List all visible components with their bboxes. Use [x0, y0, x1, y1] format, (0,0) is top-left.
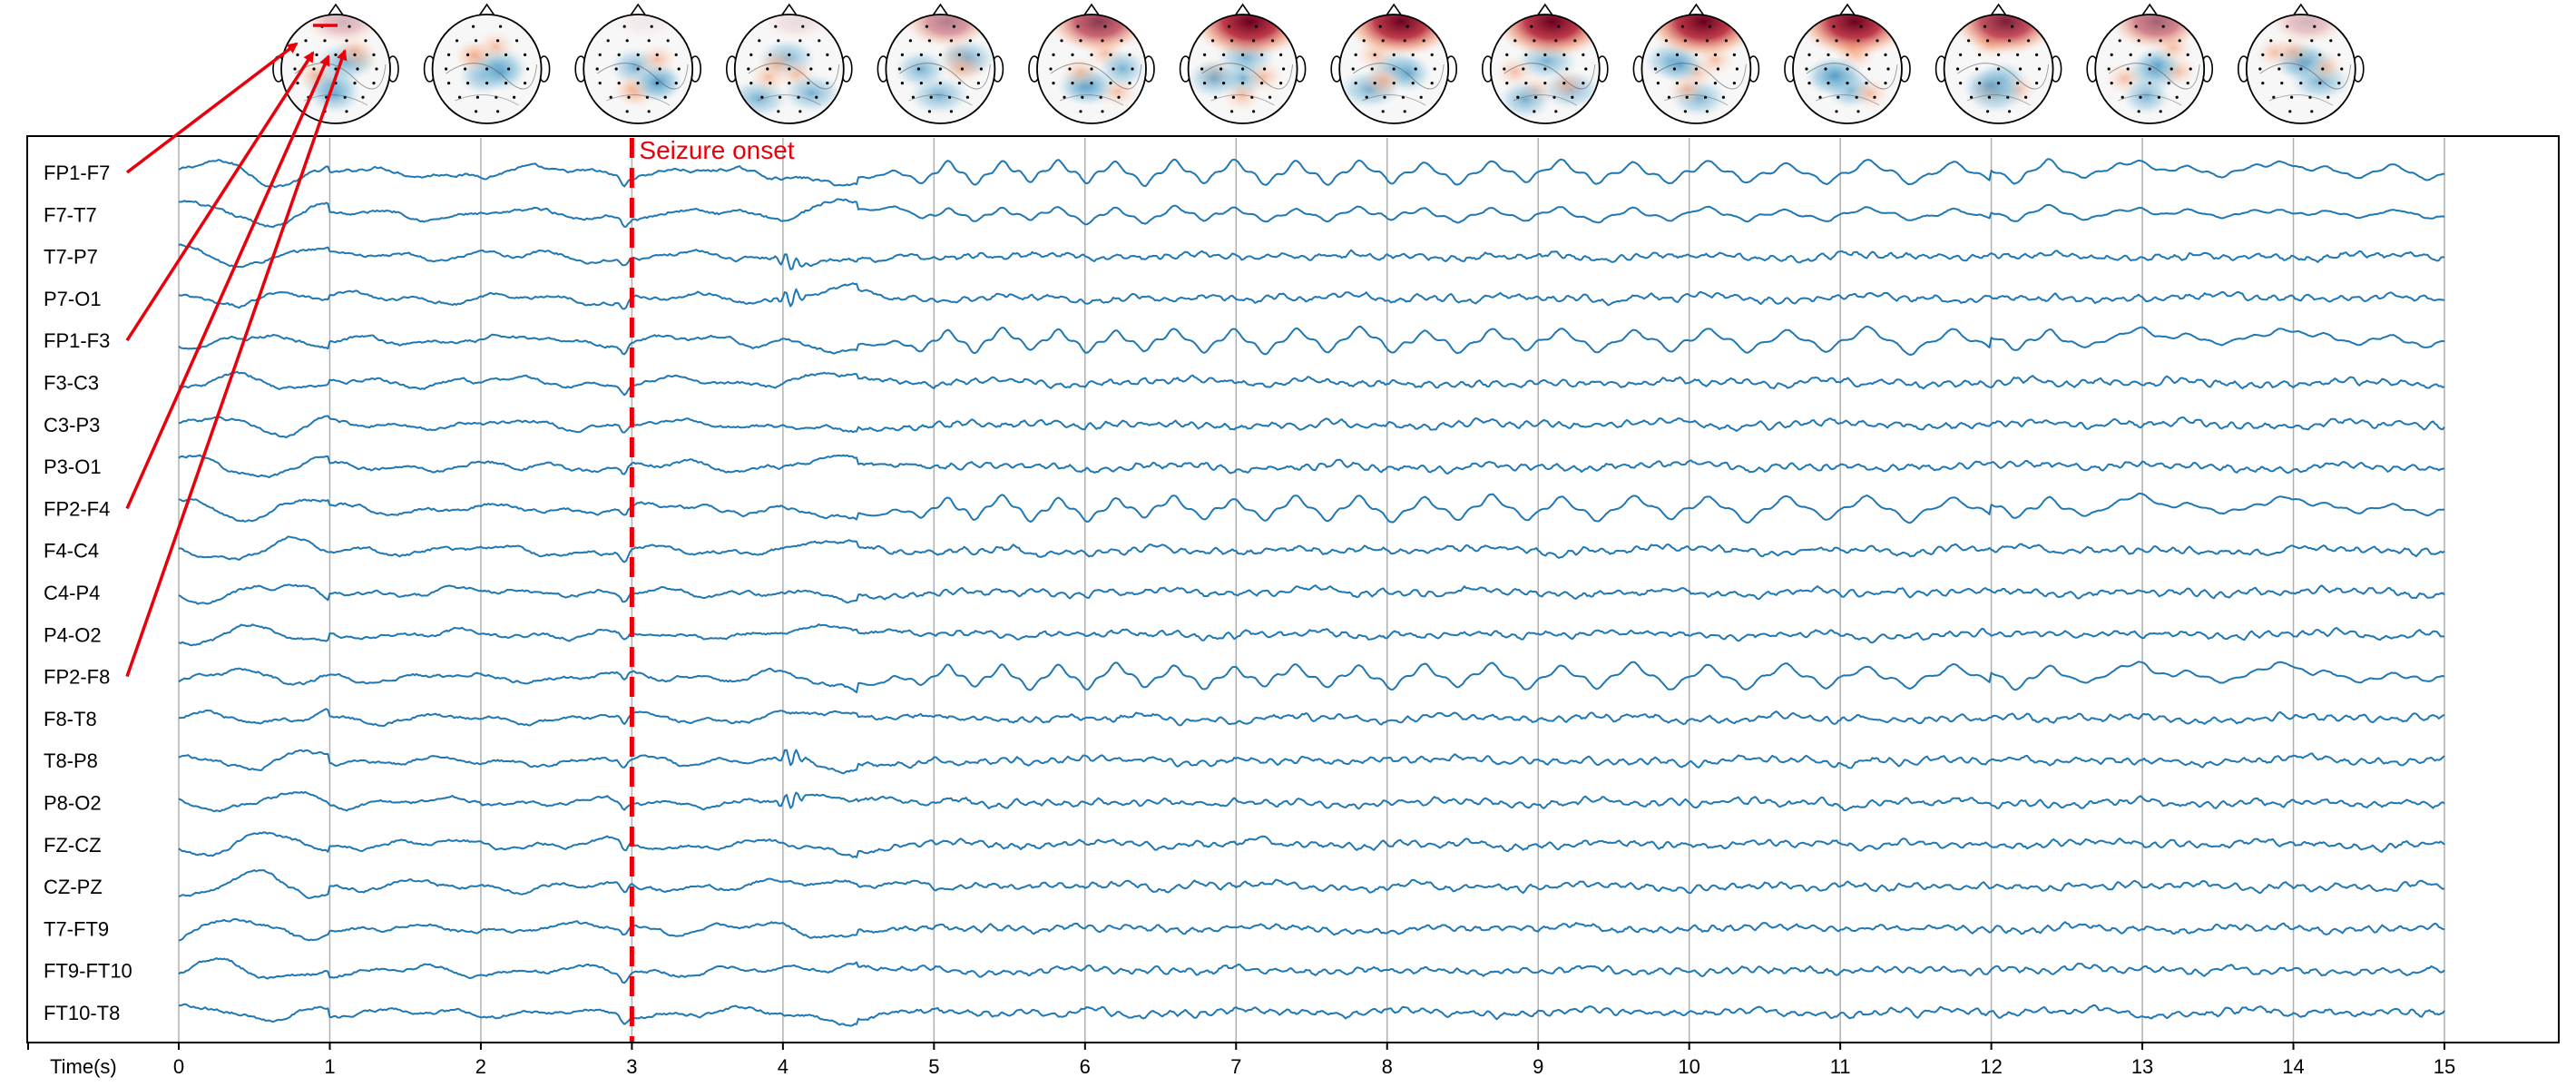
eeg-trace-ft9-ft10	[178, 957, 2445, 984]
x-tick-label: 9	[1533, 1055, 1543, 1078]
x-tick-label: 0	[173, 1055, 184, 1078]
x-tick-label: 13	[2131, 1055, 2153, 1078]
channel-label: F4-C4	[44, 540, 99, 563]
eeg-trace-f8-t8	[178, 708, 2445, 728]
seizure-onset-marker: Seizure onset	[629, 136, 795, 1042]
eeg-trace-p8-o2	[178, 790, 2445, 813]
highlight-arrow	[125, 42, 299, 174]
eeg-trace-f7-t7	[178, 198, 2445, 229]
x-tick-label: 11	[1830, 1055, 1851, 1078]
topomap-arrows	[125, 24, 348, 678]
x-tick-label: 6	[1080, 1055, 1091, 1078]
channel-label: FP1-F3	[44, 329, 110, 352]
highlight-arrow	[125, 49, 348, 678]
channel-label: FP2-F8	[44, 666, 110, 689]
highlight-arrow	[125, 54, 330, 510]
eeg-trace-f3-c3	[179, 370, 2445, 397]
eeg-trace-f4-c4	[178, 535, 2445, 563]
channel-label: P7-O1	[44, 288, 102, 310]
eeg-trace-fp1-f7	[178, 158, 2445, 189]
x-tick-label: 15	[2434, 1055, 2455, 1078]
eeg-trace-fp1-f3	[178, 325, 2445, 356]
channel-label: F7-T7	[44, 203, 97, 226]
channel-label: FP2-F4	[44, 497, 110, 520]
topomap	[877, 3, 1004, 124]
topomap	[2086, 3, 2213, 124]
eeg-trace-t7-p7	[178, 243, 2445, 270]
channel-label: T8-P8	[44, 749, 98, 772]
eeg-trace-p3-o1	[178, 454, 2445, 479]
eeg-trace-t7-ft9	[178, 918, 2445, 942]
x-tick-label: 10	[1678, 1055, 1699, 1078]
topomap	[1934, 3, 2062, 124]
channel-label: FT10-T8	[44, 1002, 120, 1024]
channel-label: FT9-FT10	[44, 960, 132, 983]
topomap	[423, 3, 551, 124]
eeg-traces	[178, 158, 2445, 1027]
topomap	[272, 3, 399, 124]
channel-label: P4-O2	[44, 623, 102, 646]
eeg-trace-c4-p4	[178, 583, 2445, 605]
channel-label: T7-P7	[44, 246, 98, 269]
topomap	[1179, 3, 1307, 124]
topomap	[1784, 3, 1911, 124]
plot-frame	[26, 135, 2560, 1043]
seizure-onset-label: Seizure onset	[639, 136, 794, 164]
x-tick-label: 7	[1230, 1055, 1241, 1078]
eeg-trace-c3-p3	[178, 415, 2445, 438]
channel-label: F8-T8	[44, 708, 97, 730]
channel-label: CZ-PZ	[44, 876, 103, 898]
channel-label: C3-P3	[44, 414, 100, 436]
eeg-trace-cz-pz	[178, 869, 2445, 899]
channel-label: F3-C3	[44, 372, 99, 395]
x-axis-label: Time(s)	[50, 1055, 117, 1078]
eeg-trace-fz-cz	[178, 831, 2445, 858]
topomap	[1330, 3, 1457, 124]
topomap-row	[272, 3, 2365, 124]
topomap	[1482, 3, 1609, 124]
x-tick-label: 4	[778, 1055, 788, 1078]
x-tick-label: 1	[324, 1055, 335, 1078]
x-tick-label: 2	[475, 1055, 486, 1078]
time-grid	[178, 138, 2445, 1042]
x-tick-label: 14	[2282, 1055, 2304, 1078]
eeg-trace-ft10-t8	[178, 1003, 2445, 1027]
eeg-trace-fp2-f8	[178, 661, 2445, 694]
topomap	[1028, 3, 1155, 124]
eeg-trace-p7-o1	[178, 282, 2445, 310]
eeg-trace-fp2-f4	[178, 492, 2445, 524]
x-tick-label: 12	[1980, 1055, 2002, 1078]
channel-label: FZ-CZ	[44, 834, 102, 857]
x-tick-label: 8	[1382, 1055, 1393, 1078]
topomap	[725, 3, 853, 124]
channel-label: T7-FT9	[44, 917, 109, 940]
x-tick-label: 3	[626, 1055, 637, 1078]
topomap	[2238, 3, 2365, 124]
eeg-trace-t8-p8	[178, 749, 2445, 775]
channel-label: C4-P4	[44, 582, 100, 604]
x-axis: Time(s) 0 1 2 3 4 5 6 7 8 9 10 11 12 13 14 15	[27, 1043, 2455, 1078]
x-tick-label: 5	[928, 1055, 939, 1078]
channel-label: P8-O2	[44, 792, 102, 815]
eeg-trace-p4-o2	[178, 623, 2444, 647]
highlight-arrow	[125, 51, 315, 342]
channel-label: P3-O1	[44, 455, 102, 478]
channel-label: FP1-F7	[44, 162, 110, 184]
topomap	[574, 3, 702, 124]
topomap	[1632, 3, 1760, 124]
channel-labels: FP1-F7 F7-T7 T7-P7 P7-O1 FP1-F3 F3-C3 C3-P3 P3-…	[44, 162, 132, 1024]
